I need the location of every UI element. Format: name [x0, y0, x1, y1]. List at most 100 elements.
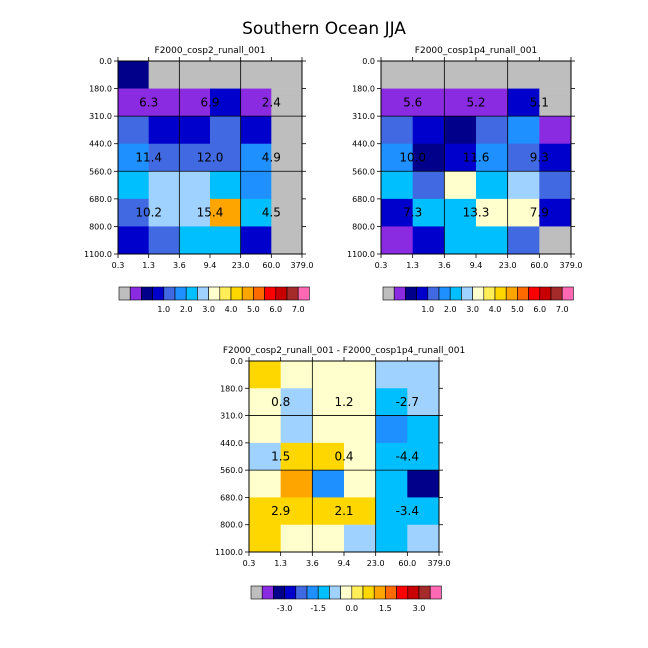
heatmap-cell — [312, 415, 345, 444]
heatmap-cell — [444, 143, 477, 172]
heatmap-cell — [476, 88, 508, 117]
heatmap-cell — [249, 388, 281, 416]
colorbar-swatch — [407, 585, 420, 600]
heatmap-cell — [312, 497, 345, 526]
colorbar-1: 1.0 2.0 3.0 4.0 5.0 6.0 7.0 — [118, 286, 310, 314]
y-tick-label: 800.0 — [220, 521, 243, 530]
x-tick-label: 379.0 — [560, 261, 583, 270]
heatmap-cell — [148, 198, 180, 227]
colorbar-label: -3.0 — [277, 604, 293, 613]
heatmap-cell — [375, 415, 408, 444]
colorbar-swatch — [539, 286, 552, 301]
x-tick-label: 9.4 — [470, 261, 483, 270]
figure-title: Southern Ocean JJA — [242, 19, 406, 39]
y-tick-label: 310.0 — [89, 112, 112, 121]
colorbar-swatch — [264, 286, 277, 301]
heatmap-cell — [444, 61, 477, 89]
colorbar-label: 1.0 — [157, 305, 170, 314]
colorbar-swatch — [250, 585, 263, 600]
x-tick-label: 9.4 — [204, 261, 217, 270]
panel-title: F2000_cosp1p4_runall_001 — [415, 46, 537, 56]
heatmap-cell — [344, 470, 376, 498]
box-value-label: 1.2 — [334, 395, 353, 409]
heatmap-cell — [148, 61, 180, 89]
colorbar-swatch — [393, 286, 406, 301]
heatmap-cell — [539, 61, 572, 89]
heatmap-cell — [240, 198, 272, 227]
heatmap-cell — [210, 171, 241, 200]
box-value-label: 12.0 — [197, 151, 224, 165]
heatmap-cell — [344, 361, 376, 389]
heatmap-cell — [476, 226, 508, 255]
colorbar-swatch — [427, 286, 440, 301]
heatmap-cell — [381, 226, 413, 255]
heatmap-cell — [381, 171, 413, 200]
heatmap-cell — [179, 171, 211, 200]
heatmap-cell — [407, 442, 440, 471]
y-tick-label: 680.0 — [220, 493, 243, 502]
box-value-label: 11.6 — [463, 151, 490, 165]
heatmap-cell — [381, 88, 413, 117]
heatmap-cell — [210, 88, 241, 117]
colorbar-swatch — [396, 585, 409, 600]
box-value-label: -2.7 — [396, 395, 419, 409]
colorbar-label: 1.0 — [421, 305, 434, 314]
heatmap-cell — [240, 226, 272, 255]
x-tick-label: 0.3 — [243, 559, 256, 568]
box-value-label: 10.2 — [135, 206, 162, 220]
colorbar-label: 4.0 — [489, 305, 502, 314]
colorbar-swatch — [275, 286, 288, 301]
heatmap-cell — [179, 116, 211, 145]
colorbar-swatch — [230, 286, 243, 301]
heatmap-cell — [539, 171, 572, 200]
colorbar-label: -1.5 — [310, 604, 326, 613]
heatmap-cell — [412, 88, 445, 117]
x-tick-label: 379.0 — [428, 559, 451, 568]
heatmap-cell — [118, 61, 149, 89]
colorbar-swatch — [273, 585, 285, 600]
heatmap-cell — [280, 361, 313, 389]
heatmap-cell — [344, 415, 376, 444]
heatmap-cell — [407, 524, 440, 553]
heatmap-cell — [249, 497, 281, 526]
colorbar-swatch — [351, 585, 364, 600]
heatmap-cell — [240, 143, 272, 172]
y-tick-label: 1100.0 — [84, 250, 112, 259]
x-tick-label: 1.3 — [406, 261, 419, 270]
heatmap-cell — [375, 388, 408, 416]
colorbar-swatch — [219, 286, 232, 301]
colorbar-label: 2.0 — [444, 305, 457, 314]
colorbar-label: 7.0 — [292, 305, 305, 314]
heatmap-cell — [179, 198, 211, 227]
colorbar-label: 5.0 — [247, 305, 260, 314]
heatmap-cell — [118, 88, 149, 117]
heatmap-panel-3: 0.3 1.3 3.6 9.4 23.0 60.0 379.0 0.0 180.0 310.0 44… — [215, 346, 465, 568]
x-tick-label: 60.0 — [398, 559, 416, 568]
y-tick-label: 800.0 — [352, 222, 375, 231]
heatmap-cell — [179, 88, 211, 117]
heatmap-cell — [312, 524, 345, 553]
colorbar-swatch — [129, 286, 142, 301]
heatmap-cell — [344, 442, 376, 471]
colorbar-swatch — [405, 286, 417, 301]
heatmap-cell — [539, 116, 572, 145]
heatmap-cell — [507, 61, 540, 89]
heatmap-cell — [179, 226, 211, 255]
box-value-label: -4.4 — [396, 450, 419, 464]
box-value-label: 11.4 — [135, 151, 162, 165]
heatmap-cell — [412, 61, 445, 89]
heatmap-cell — [312, 442, 345, 471]
heatmap-cell — [179, 143, 211, 172]
heatmap-cell — [210, 226, 241, 255]
heatmap-cell — [381, 198, 413, 227]
heatmap-cell — [375, 442, 408, 471]
heatmap-cell — [539, 226, 572, 255]
heatmap-cell — [240, 88, 272, 117]
heatmap-cell — [412, 198, 445, 227]
colorbar-swatch — [449, 286, 462, 301]
heatmap-cell — [210, 198, 241, 227]
heatmap-cell — [539, 198, 572, 227]
y-tick-label: 440.0 — [352, 140, 375, 149]
colorbar-swatch — [174, 286, 187, 301]
